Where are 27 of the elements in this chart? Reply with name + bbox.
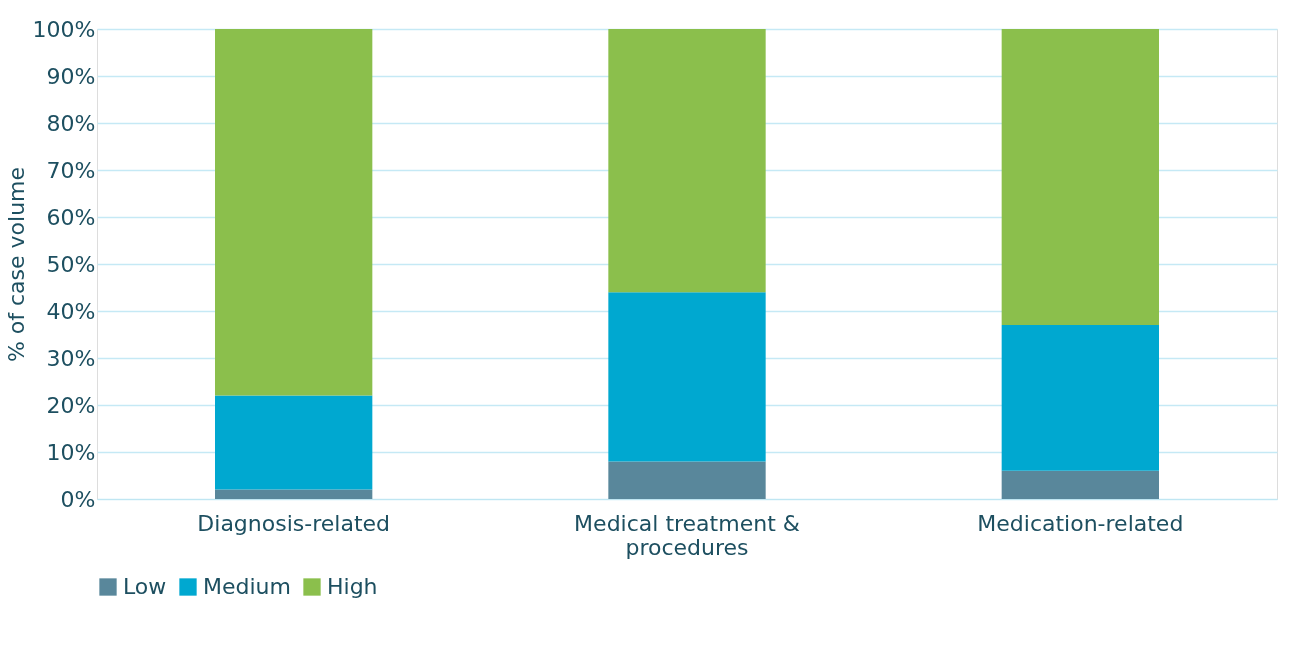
legend-label: High — [327, 574, 378, 599]
x-tick-label: Medication-related — [977, 510, 1184, 536]
y-tick-label: 60% — [46, 204, 96, 230]
y-axis-title: % of case volume — [3, 166, 29, 363]
y-tick-label: 70% — [46, 157, 96, 183]
y-tick-label: 40% — [46, 298, 96, 324]
x-tick-label: Diagnosis-related — [197, 510, 391, 536]
y-tick-label: 100% — [32, 16, 96, 42]
y-tick-label: 50% — [46, 251, 96, 277]
y-tick-label: 10% — [46, 439, 96, 465]
y-tick-label: 90% — [46, 63, 96, 89]
y-tick-label: 80% — [46, 110, 96, 136]
bar — [215, 29, 373, 396]
bar — [1001, 29, 1159, 326]
x-tick-label: Medical treatment & procedures — [574, 510, 800, 560]
bar — [215, 395, 373, 490]
bar — [608, 461, 766, 499]
y-tick-label: 30% — [46, 345, 96, 371]
bar — [608, 29, 766, 293]
bar — [1001, 470, 1159, 499]
legend-label: Medium — [203, 574, 291, 599]
y-tick-label: 20% — [46, 392, 96, 418]
bar — [215, 489, 373, 499]
bar — [608, 292, 766, 462]
legend-label: Low — [123, 574, 167, 599]
bar — [1001, 325, 1159, 471]
y-tick-label: 0% — [60, 486, 96, 512]
